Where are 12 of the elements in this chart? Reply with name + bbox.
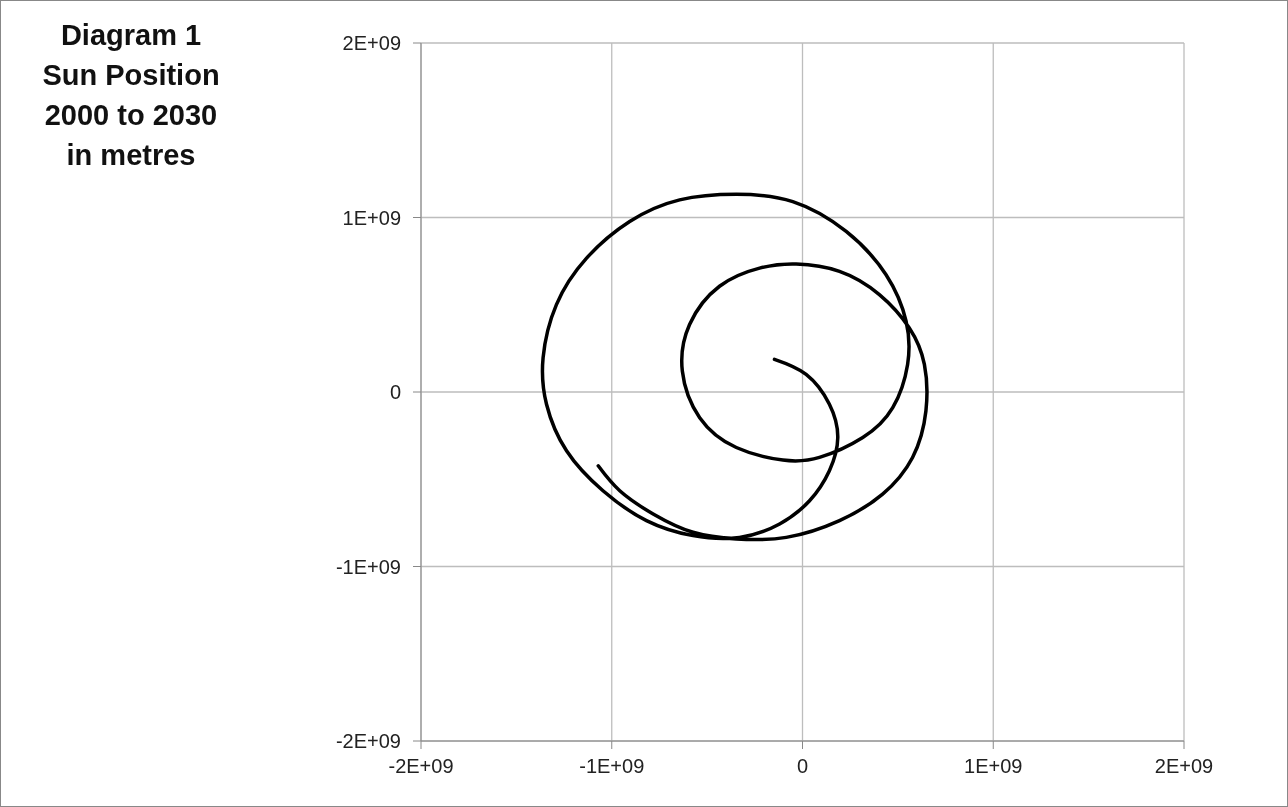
- text: Diagram 1 Sun Position 2000 to 2030 in metres: [41, 18, 221, 173]
- x-tick-label: 0: [796, 755, 809, 778]
- x-tick-label: 1E+09: [964, 755, 1023, 778]
- y-tick-label: -2E+09: [335, 730, 401, 753]
- x-tick-label: -1E+09: [579, 755, 645, 778]
- line-series: [540, 192, 929, 542]
- x-tick-label: 2E+09: [1154, 755, 1214, 778]
- y-tick-label: 1E+09: [342, 206, 401, 229]
- y-tick-label: 2E+09: [342, 32, 401, 55]
- y-tick-label: -1E+09: [335, 555, 401, 578]
- x-tick-label: -2E+09: [388, 755, 454, 778]
- y-tick-label: 0: [389, 381, 401, 404]
